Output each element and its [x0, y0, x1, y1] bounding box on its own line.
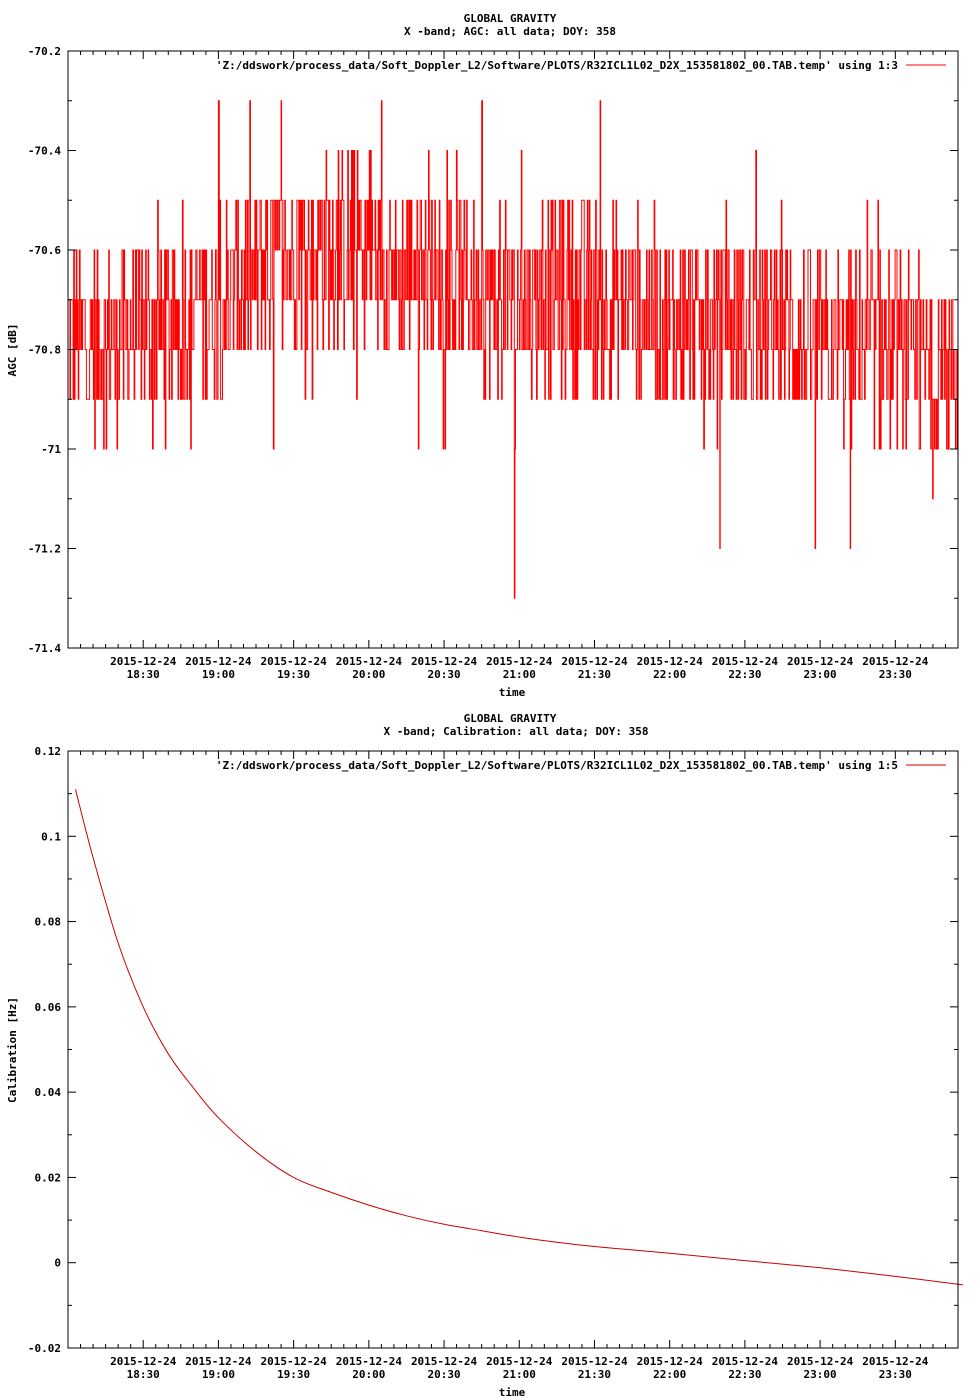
x-tick-label-date: 2015-12-24: [486, 1355, 553, 1368]
x-tick-label-date: 2015-12-24: [712, 655, 779, 668]
x-tick-label-time: 19:30: [277, 668, 310, 681]
x-tick-label-time: 23:00: [804, 668, 837, 681]
series-line: [75, 789, 964, 1286]
x-tick-label-time: 22:30: [728, 1368, 761, 1381]
x-tick-label-date: 2015-12-24: [336, 1355, 403, 1368]
chart-subtitle: X -band; AGC: all data; DOY: 358: [404, 25, 616, 38]
x-tick-label-date: 2015-12-24: [185, 1355, 252, 1368]
y-tick-label: 0.02: [35, 1171, 62, 1184]
x-tick-label-time: 20:30: [427, 1368, 460, 1381]
agc-chart: GLOBAL GRAVITY X -band; AGC: all data; D…: [6, 12, 959, 699]
x-tick-label-date: 2015-12-24: [411, 1355, 478, 1368]
x-tick-label-date: 2015-12-24: [110, 1355, 177, 1368]
x-tick-label-date: 2015-12-24: [787, 655, 854, 668]
x-tick-label-date: 2015-12-24: [637, 655, 704, 668]
y-tick-label: -70.2: [28, 45, 61, 58]
axis-ticks: -70.2 -70.4 -70.6 -70.8 -71 -71.2 -71.4 2015-12…: [28, 45, 959, 681]
x-tick-label-time: 18:30: [127, 1368, 160, 1381]
x-tick-label-date: 2015-12-24: [185, 655, 252, 668]
y-tick-label: -0.02: [28, 1342, 61, 1355]
y-tick-label: 0.04: [35, 1086, 62, 1099]
y-tick-label: -70.6: [28, 244, 61, 257]
x-tick-label-time: 18:30: [127, 668, 160, 681]
x-tick-label-time: 22:00: [653, 668, 686, 681]
x-tick-label-time: 22:00: [653, 1368, 686, 1381]
axis-ticks: 0.120.10.080.060.040.020-0.022015-12-241…: [28, 745, 959, 1381]
x-tick-label-time: 19:30: [277, 1368, 310, 1381]
legend-label: 'Z:/ddswork/process_data/Soft_Doppler_L2…: [216, 759, 898, 772]
plot-frame: [67, 50, 959, 649]
series-line: [68, 100, 958, 599]
calibration-chart: GLOBAL GRAVITY X -band; Calibration: all…: [6, 712, 964, 1399]
x-tick-label-date: 2015-12-24: [411, 655, 478, 668]
y-tick-label: -70.4: [28, 145, 61, 158]
x-tick-label-date: 2015-12-24: [637, 1355, 704, 1368]
x-tick-label-time: 23:30: [879, 1368, 912, 1381]
x-tick-label-date: 2015-12-24: [561, 1355, 628, 1368]
x-tick-label-time: 19:00: [202, 668, 235, 681]
y-tick-label: 0.12: [35, 745, 62, 758]
y-tick-label: 0: [54, 1257, 61, 1270]
x-tick-label-date: 2015-12-24: [712, 1355, 779, 1368]
x-tick-label-time: 21:30: [578, 1368, 611, 1381]
chart-title: GLOBAL GRAVITY: [464, 12, 557, 25]
x-tick-label-date: 2015-12-24: [261, 1355, 328, 1368]
x-tick-label-date: 2015-12-24: [110, 655, 177, 668]
plot-frame: [67, 750, 959, 1349]
y-tick-label: -71: [41, 443, 61, 456]
y-tick-label: -71.2: [28, 543, 61, 556]
x-tick-label-time: 20:30: [427, 668, 460, 681]
x-tick-label-time: 19:00: [202, 1368, 235, 1381]
series-marks: [68, 100, 958, 599]
x-tick-label-date: 2015-12-24: [486, 655, 553, 668]
x-tick-label-time: 23:00: [804, 1368, 837, 1381]
x-tick-label-date: 2015-12-24: [261, 655, 328, 668]
x-tick-label-date: 2015-12-24: [862, 1355, 929, 1368]
x-tick-label-time: 21:00: [503, 668, 536, 681]
y-tick-label: -70.8: [28, 344, 61, 357]
series-marks: [75, 789, 964, 1286]
y-tick-label: 0.06: [35, 1001, 62, 1014]
x-tick-label-date: 2015-12-24: [561, 655, 628, 668]
x-tick-label-date: 2015-12-24: [862, 655, 929, 668]
y-axis-label: Calibration [Hz]: [6, 997, 19, 1103]
x-tick-label-time: 22:30: [728, 668, 761, 681]
chart-subtitle: X -band; Calibration: all data; DOY: 358: [384, 725, 649, 738]
chart-title: GLOBAL GRAVITY: [464, 712, 557, 725]
y-axis-label: AGC [dB]: [6, 324, 19, 377]
x-tick-label-date: 2015-12-24: [787, 1355, 854, 1368]
x-tick-label-time: 23:30: [879, 668, 912, 681]
x-axis-label: time: [499, 1386, 526, 1399]
x-tick-label-time: 21:00: [503, 1368, 536, 1381]
legend-label: 'Z:/ddswork/process_data/Soft_Doppler_L2…: [216, 59, 898, 72]
x-tick-label-time: 20:00: [352, 668, 385, 681]
y-tick-label: 0.1: [41, 830, 61, 843]
x-tick-label-time: 20:00: [352, 1368, 385, 1381]
y-tick-label: -71.4: [28, 642, 61, 655]
x-tick-label-time: 21:30: [578, 668, 611, 681]
x-tick-label-date: 2015-12-24: [336, 655, 403, 668]
x-axis-label: time: [499, 686, 526, 699]
y-tick-label: 0.08: [35, 916, 62, 929]
